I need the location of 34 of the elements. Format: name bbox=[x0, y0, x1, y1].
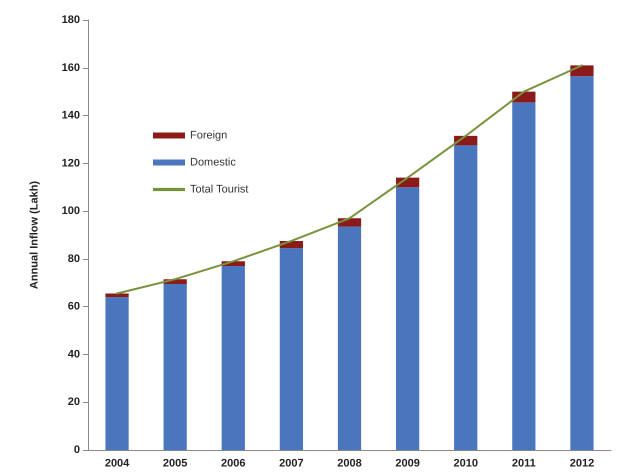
bar bbox=[338, 226, 362, 450]
y-tick-label: 140 bbox=[62, 110, 80, 122]
bar bbox=[454, 145, 478, 450]
x-tick-label: 2007 bbox=[279, 458, 304, 470]
y-axis-title: Annual Inflow (Lakh) bbox=[28, 180, 40, 290]
y-tick-label: 180 bbox=[62, 14, 80, 26]
x-tick-label: 2011 bbox=[512, 458, 536, 470]
x-tick-label: 2004 bbox=[104, 458, 130, 470]
x-tick-label: 2008 bbox=[337, 458, 362, 470]
bar bbox=[512, 102, 536, 450]
bar bbox=[570, 76, 594, 450]
line-series bbox=[116, 64, 583, 295]
y-tick-label: 160 bbox=[62, 62, 80, 74]
bar bbox=[222, 266, 245, 450]
y-tick-label: 60 bbox=[68, 300, 80, 313]
bar bbox=[105, 294, 129, 298]
bar bbox=[105, 297, 129, 450]
y-tick-label: 20 bbox=[68, 396, 80, 408]
bar bbox=[164, 284, 187, 450]
x-tick-label: 2005 bbox=[162, 458, 188, 470]
legend-label: Domestic bbox=[190, 156, 236, 168]
y-tick-label: 100 bbox=[62, 205, 80, 218]
y-tick-label: 80 bbox=[68, 252, 80, 265]
x-tick-label: 2010 bbox=[453, 458, 478, 470]
legend-label: Foreign bbox=[190, 130, 228, 142]
y-tick-label: 40 bbox=[68, 348, 80, 360]
y-tick-label: 120 bbox=[62, 157, 80, 170]
x-tick-label: 2006 bbox=[221, 458, 246, 470]
legend-label: Total Tourist bbox=[190, 184, 248, 196]
x-tick-label: 2009 bbox=[395, 458, 420, 470]
x-tick-label: 2012 bbox=[570, 458, 594, 470]
y-tick-label: 0 bbox=[74, 444, 80, 456]
bar bbox=[280, 248, 304, 450]
bar bbox=[396, 187, 420, 450]
